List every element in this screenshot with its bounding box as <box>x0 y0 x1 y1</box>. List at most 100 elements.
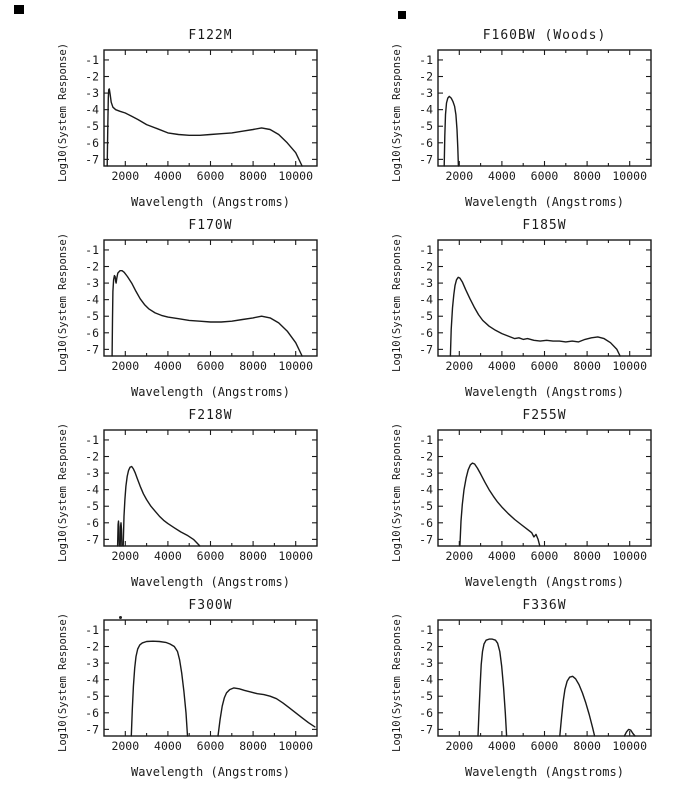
chart-cell-f122m: F122M Log10(System Response) 2000 4000 600… <box>56 28 320 212</box>
x-axis-label: Wavelength (Angstroms) <box>131 765 290 779</box>
chart-body: Log10(System Response) 2000 4000 6000 8000 1… <box>56 42 320 194</box>
response-curve-main <box>122 465 201 547</box>
plot-area: 2000 4000 6000 8000 10000 -1 -2 -3 -4 -5 -6 -7 <box>85 49 318 183</box>
x-tick-label: 6000 <box>197 359 225 373</box>
y-tick-label: -1 <box>419 53 433 67</box>
x-tick-label: 10000 <box>278 359 313 373</box>
y-tick-label: -4 <box>85 293 99 307</box>
plot-frame <box>103 239 318 357</box>
x-tick-label: 4000 <box>488 739 516 753</box>
x-axis-label: Wavelength (Angstroms) <box>131 385 290 399</box>
y-tick-label: -6 <box>85 326 99 340</box>
response-curve-main <box>449 276 621 357</box>
chart-body: Log10(System Response) 2000 4000 6000 8000 1… <box>56 232 320 384</box>
chart-cell-f300w: F300W Log10(System Response) 2000 4000 600… <box>56 598 320 782</box>
plot-area: 2000 4000 6000 8000 10000 -1 -2 -3 -4 -5 -6 -7 <box>419 239 652 373</box>
chart-body: Log10(System Response) 2000 4000 6000 8000 1… <box>56 612 320 764</box>
y-tick-label: -6 <box>419 516 433 530</box>
x-tick-label: 4000 <box>154 549 182 563</box>
x-tick-label: 2000 <box>111 169 139 183</box>
plot-frame <box>437 429 652 547</box>
y-tick-label: -5 <box>85 689 99 703</box>
plot-frame <box>437 49 652 167</box>
y-tick-label: -1 <box>85 243 99 257</box>
x-tick-label: 2000 <box>111 739 139 753</box>
y-tick-label: -1 <box>85 53 99 67</box>
x-axis-label: Wavelength (Angstroms) <box>465 765 624 779</box>
chart-cell-f255w: F255W Log10(System Response) 2000 4000 600… <box>390 408 654 592</box>
chart-title: F255W <box>522 408 567 423</box>
response-curve-main <box>477 638 508 737</box>
y-tick-label: -3 <box>85 276 99 290</box>
x-tick-label: 2000 <box>445 169 473 183</box>
y-tick-label: -2 <box>85 260 99 274</box>
y-tick-label: -6 <box>419 706 433 720</box>
x-tick-label: 4000 <box>488 359 516 373</box>
plot-area: 2000 4000 6000 8000 10000 -1 -2 -3 -4 -5 -6 -7 <box>419 619 652 753</box>
y-tick-label: -7 <box>419 532 433 546</box>
y-tick-label: -5 <box>419 689 433 703</box>
y-tick-label: -4 <box>419 673 433 687</box>
chart-cell-f218w: F218W Log10(System Response) 2000 4000 600… <box>56 408 320 592</box>
x-tick-label: 2000 <box>445 739 473 753</box>
y-tick-label: -2 <box>85 70 99 84</box>
x-tick-label: 10000 <box>612 739 647 753</box>
plot-area: 2000 4000 6000 8000 10000 -1 -2 -3 -4 -5 -6 -7 <box>85 429 318 563</box>
y-tick-label: -2 <box>419 260 433 274</box>
plot-frame <box>103 619 318 737</box>
y-tick-label: -7 <box>85 152 99 166</box>
x-tick-label: 10000 <box>278 549 313 563</box>
x-tick-label: 8000 <box>573 549 601 563</box>
plot-frame <box>437 619 652 737</box>
x-axis-label: Wavelength (Angstroms) <box>465 385 624 399</box>
chart-title: F300W <box>188 598 233 613</box>
y-axis-label: Log10(System Response) <box>391 42 403 182</box>
y-tick-label: -2 <box>85 640 99 654</box>
chart-title: F336W <box>522 598 567 613</box>
y-axis-label: Log10(System Response) <box>57 42 69 182</box>
chart-title: F122M <box>188 28 233 43</box>
chart-title: F218W <box>188 408 233 423</box>
y-tick-label: -7 <box>85 342 99 356</box>
y-tick-label: -6 <box>85 706 99 720</box>
x-tick-label: 8000 <box>239 359 267 373</box>
x-tick-label: 6000 <box>531 359 559 373</box>
y-tick-label: -5 <box>85 309 99 323</box>
y-tick-label: -5 <box>419 119 433 133</box>
response-curve-uv-spike-1 <box>116 520 120 547</box>
y-tick-label: -1 <box>85 433 99 447</box>
y-tick-label: -4 <box>419 483 433 497</box>
y-tick-label: -6 <box>85 136 99 150</box>
x-tick-label: 10000 <box>612 359 647 373</box>
y-axis-label: Log10(System Response) <box>391 232 403 372</box>
x-tick-label: 8000 <box>573 169 601 183</box>
x-tick-label: 6000 <box>531 739 559 753</box>
x-tick-label: 8000 <box>239 549 267 563</box>
x-tick-label: 6000 <box>197 739 225 753</box>
x-tick-label: 10000 <box>278 739 313 753</box>
y-tick-label: -3 <box>419 276 433 290</box>
y-tick-label: -6 <box>419 326 433 340</box>
y-tick-label: -7 <box>419 152 433 166</box>
chart-body: Log10(System Response) 2000 4000 6000 8000 1… <box>390 42 654 194</box>
response-curve-main <box>443 95 460 167</box>
y-tick-label: -1 <box>419 243 433 257</box>
y-tick-label: -2 <box>419 70 433 84</box>
y-tick-label: -1 <box>85 623 99 637</box>
chart-cell-f160bw: F160BW (Woods) Log10(System Response) 20… <box>390 28 654 212</box>
chart-body: Log10(System Response) 2000 4000 6000 8000 1… <box>56 422 320 574</box>
x-tick-label: 4000 <box>154 359 182 373</box>
x-tick-label: 2000 <box>111 359 139 373</box>
x-tick-label: 4000 <box>154 739 182 753</box>
chart-title: F170W <box>188 218 233 233</box>
y-tick-label: -4 <box>85 103 99 117</box>
y-tick-label: -3 <box>419 466 433 480</box>
y-tick-label: -3 <box>85 656 99 670</box>
y-tick-label: -4 <box>85 673 99 687</box>
y-tick-label: -5 <box>85 499 99 513</box>
x-tick-label: 10000 <box>278 169 313 183</box>
y-tick-label: -1 <box>419 433 433 447</box>
y-tick-label: -7 <box>85 532 99 546</box>
x-tick-label: 4000 <box>488 549 516 563</box>
y-tick-label: -7 <box>85 722 99 736</box>
